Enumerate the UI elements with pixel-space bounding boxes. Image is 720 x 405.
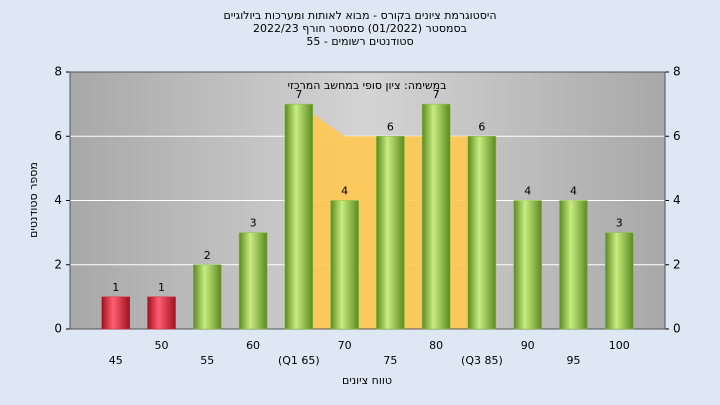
x-tick-label: 70	[338, 339, 352, 352]
x-tick-label: 75	[383, 354, 397, 367]
bar	[604, 232, 634, 330]
data-label: 3	[250, 217, 257, 230]
y2-tick-label: 2	[673, 257, 681, 271]
x-axis-label: טווח ציונים	[342, 374, 392, 387]
y2-tick-label: 0	[673, 322, 681, 336]
data-label: 4	[524, 185, 531, 198]
y2-tick-label: 6	[673, 129, 681, 143]
bar	[513, 200, 542, 330]
title-line: היסטוגרמת ציונים בקורס - מבוא לאותות ומע…	[223, 9, 496, 22]
bar	[193, 264, 222, 330]
data-label: 4	[341, 185, 348, 198]
y-tick-label: 2	[54, 257, 62, 271]
bar	[330, 200, 359, 330]
title-line: סטודנטים רשומים - 55	[306, 35, 413, 48]
bar	[376, 136, 405, 330]
bar	[147, 296, 176, 330]
title-line: בסמסטר (01/2022) סמסטר חורף 2022/23	[253, 22, 467, 35]
bar	[284, 103, 314, 330]
data-label: 7	[433, 88, 440, 101]
bar	[101, 296, 131, 330]
data-label: 6	[478, 120, 485, 133]
annotation: במשימה: ציון סופי במחשב המרכזי	[287, 79, 446, 92]
data-label: 2	[204, 249, 211, 262]
x-tick-label: 60	[246, 339, 260, 352]
y-tick-label: 6	[54, 129, 62, 143]
bar	[559, 200, 588, 330]
x-tick-label: 45	[109, 354, 123, 367]
x-tick-label: 90	[521, 339, 535, 352]
data-label: 4	[570, 185, 577, 198]
x-tick-label: 80	[429, 339, 443, 352]
data-label: 1	[158, 281, 165, 294]
y-tick-label: 8	[54, 65, 62, 79]
x-tick-label: 100	[609, 339, 630, 352]
x-tick-label: 95	[566, 354, 580, 367]
x-tick-label: (Q3 85)	[461, 354, 503, 367]
bar	[421, 103, 451, 330]
y-axis-label: מספר סטודנטים	[27, 162, 40, 238]
x-tick-label: 50	[155, 339, 169, 352]
y2-tick-label: 8	[673, 65, 681, 79]
bar	[467, 136, 497, 330]
data-label: 7	[295, 88, 302, 101]
data-label: 6	[387, 120, 394, 133]
bar	[238, 232, 268, 330]
data-label: 1	[112, 281, 119, 294]
y-tick-label: 4	[54, 193, 62, 207]
x-tick-label: (Q1 65)	[278, 354, 320, 367]
y2-tick-label: 4	[673, 193, 681, 207]
data-label: 3	[616, 217, 623, 230]
x-tick-label: 55	[200, 354, 214, 367]
y-tick-label: 0	[54, 322, 62, 336]
plot-frame	[69, 71, 666, 330]
